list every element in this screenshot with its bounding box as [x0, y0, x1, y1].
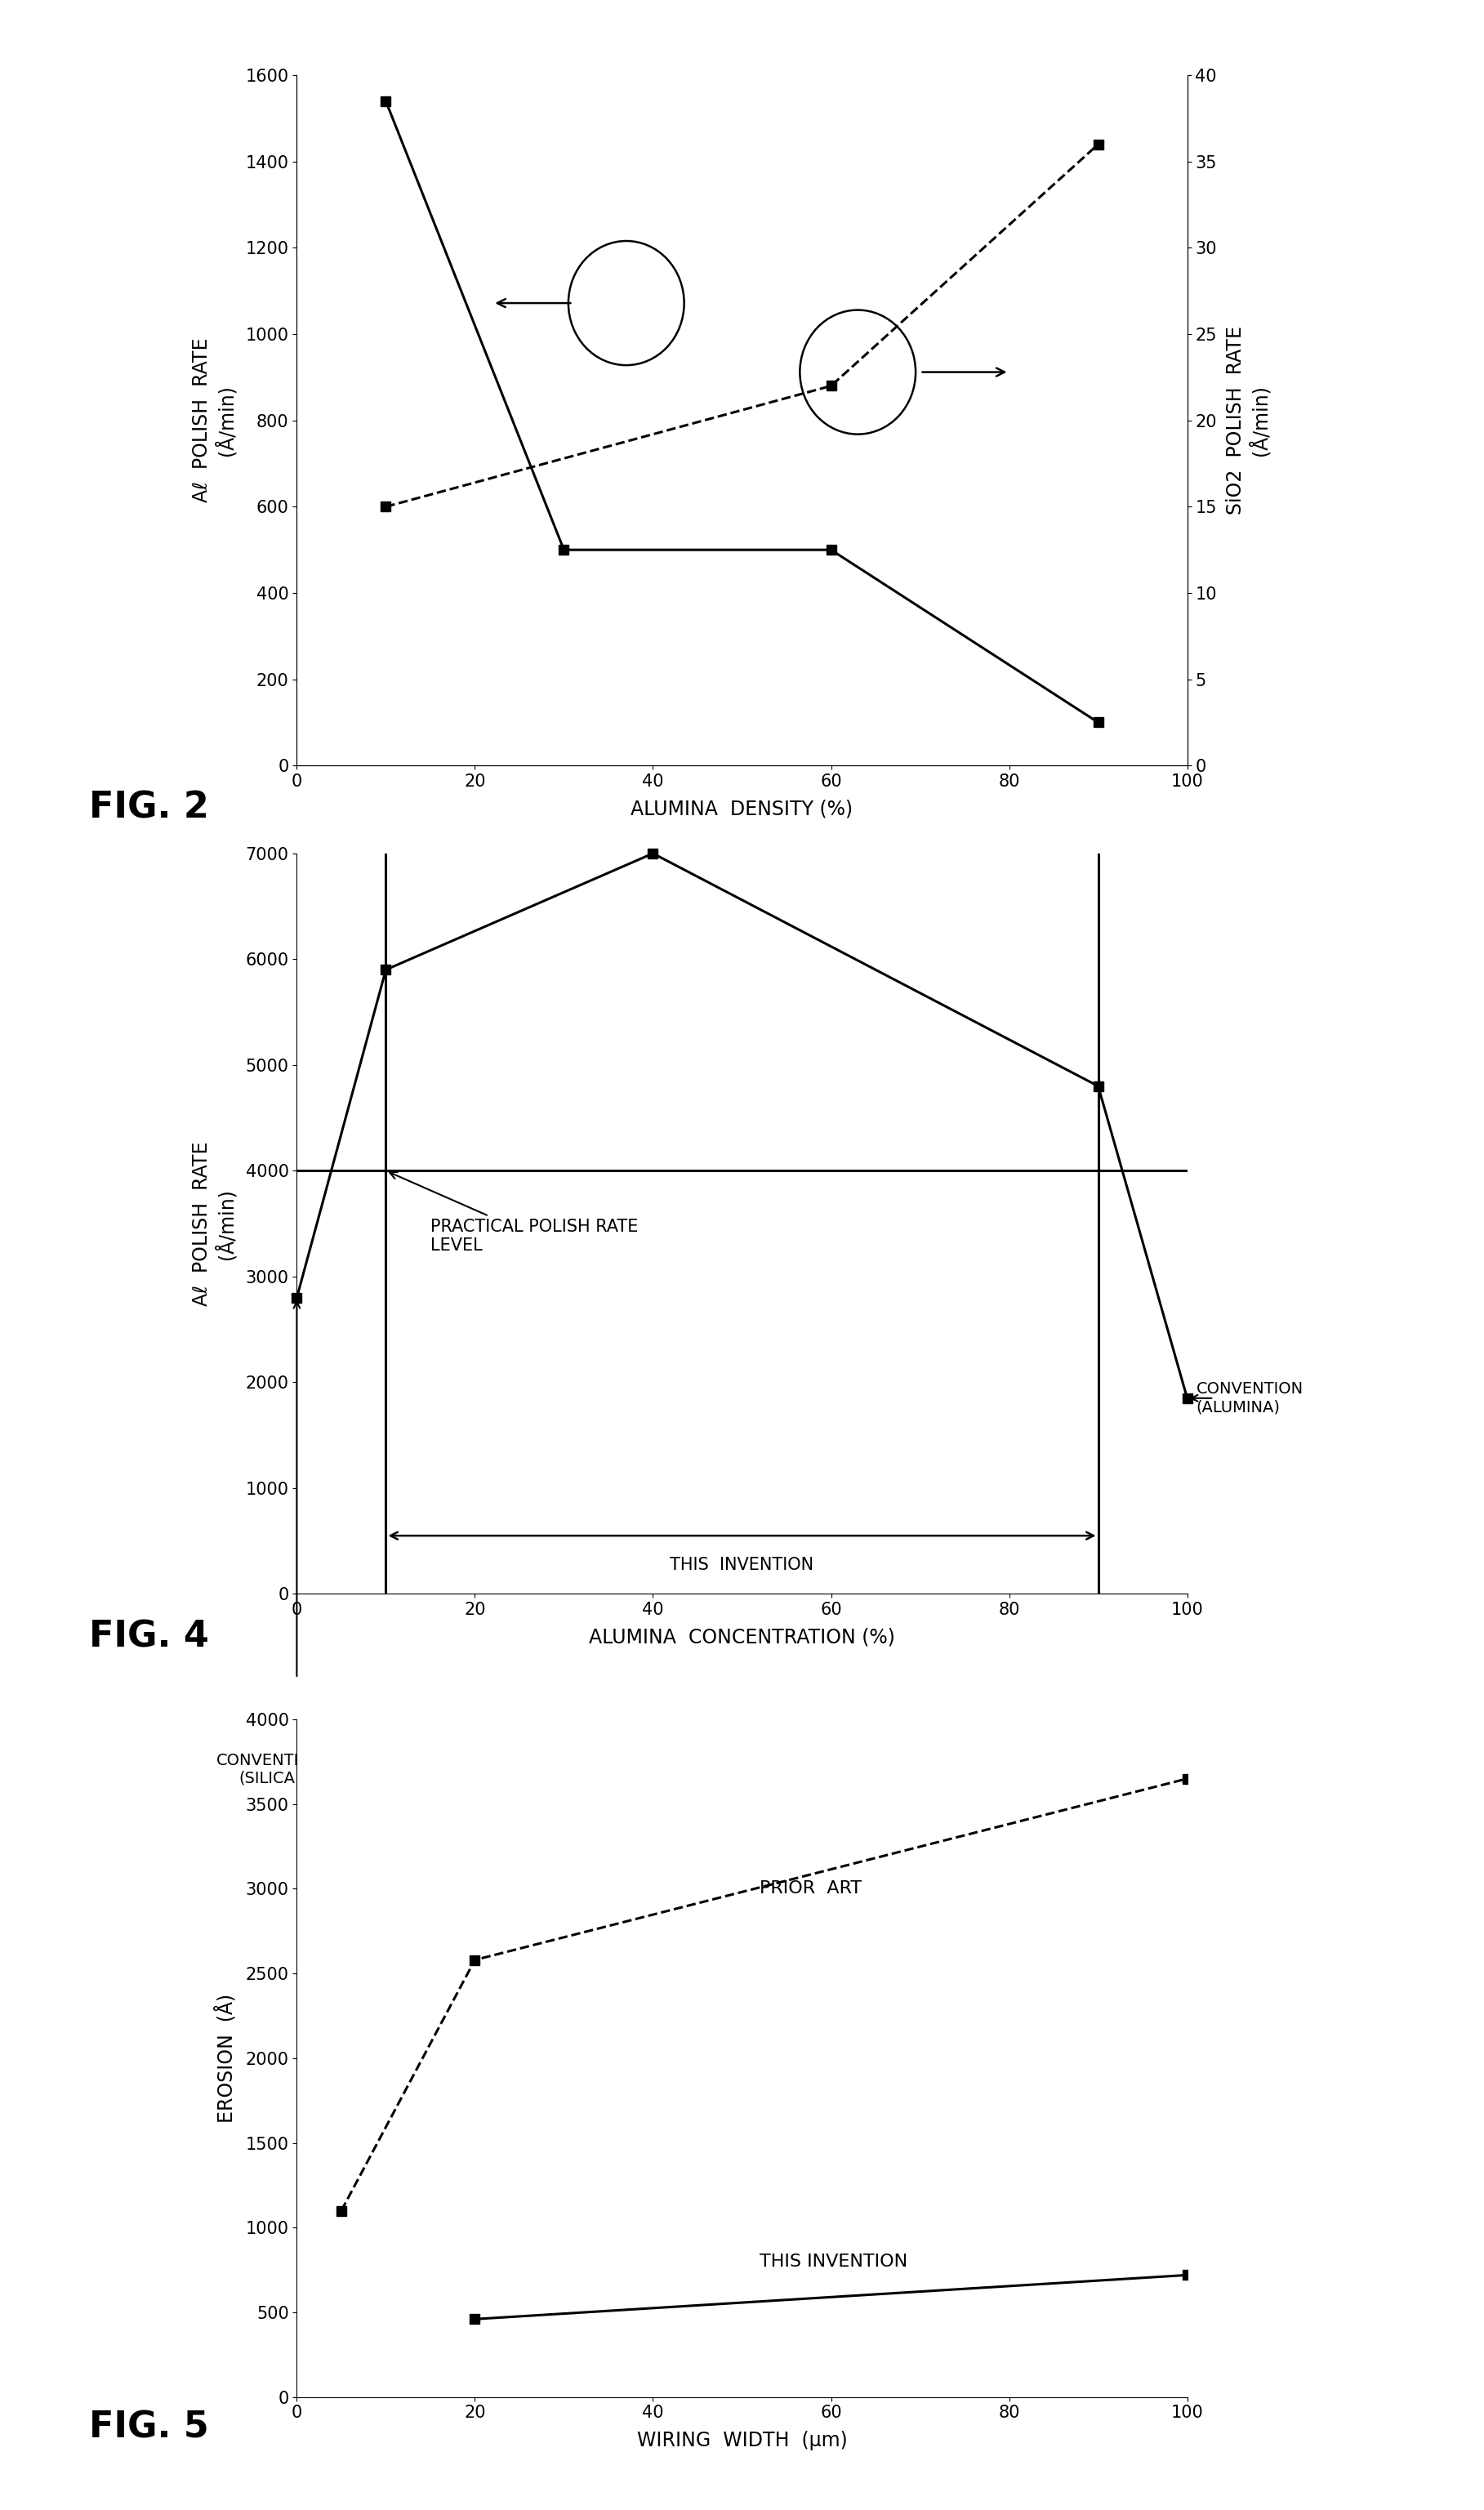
Text: FIG. 2: FIG. 2 — [89, 791, 209, 826]
Y-axis label: Aℓ  POLISH  RATE
(Å/min): Aℓ POLISH RATE (Å/min) — [191, 1142, 236, 1305]
Text: CONVENTION
(SILICA): CONVENTION (SILICA) — [217, 1752, 324, 1787]
Text: PRACTICAL POLISH RATE
LEVEL: PRACTICAL POLISH RATE LEVEL — [390, 1172, 638, 1252]
Y-axis label: EROSION  (Å): EROSION (Å) — [215, 1993, 236, 2123]
X-axis label: ALUMINA  CONCENTRATION (%): ALUMINA CONCENTRATION (%) — [589, 1626, 895, 1647]
Y-axis label: Aℓ  POLISH  RATE
(Å/min): Aℓ POLISH RATE (Å/min) — [191, 339, 236, 502]
X-axis label: WIRING  WIDTH  (μm): WIRING WIDTH (μm) — [637, 2430, 847, 2450]
Text: CONVENTION
(ALUMINA): CONVENTION (ALUMINA) — [1196, 1381, 1303, 1416]
Text: PRIOR  ART: PRIOR ART — [760, 1880, 862, 1898]
Text: THIS INVENTION: THIS INVENTION — [760, 2254, 908, 2269]
Text: THIS  INVENTION: THIS INVENTION — [671, 1556, 813, 1574]
Text: FIG. 5: FIG. 5 — [89, 2410, 209, 2445]
X-axis label: ALUMINA  DENSITY (%): ALUMINA DENSITY (%) — [631, 798, 853, 818]
Text: FIG. 4: FIG. 4 — [89, 1619, 209, 1654]
Y-axis label: SiO2  POLISH  RATE
(Å/min): SiO2 POLISH RATE (Å/min) — [1226, 326, 1270, 515]
